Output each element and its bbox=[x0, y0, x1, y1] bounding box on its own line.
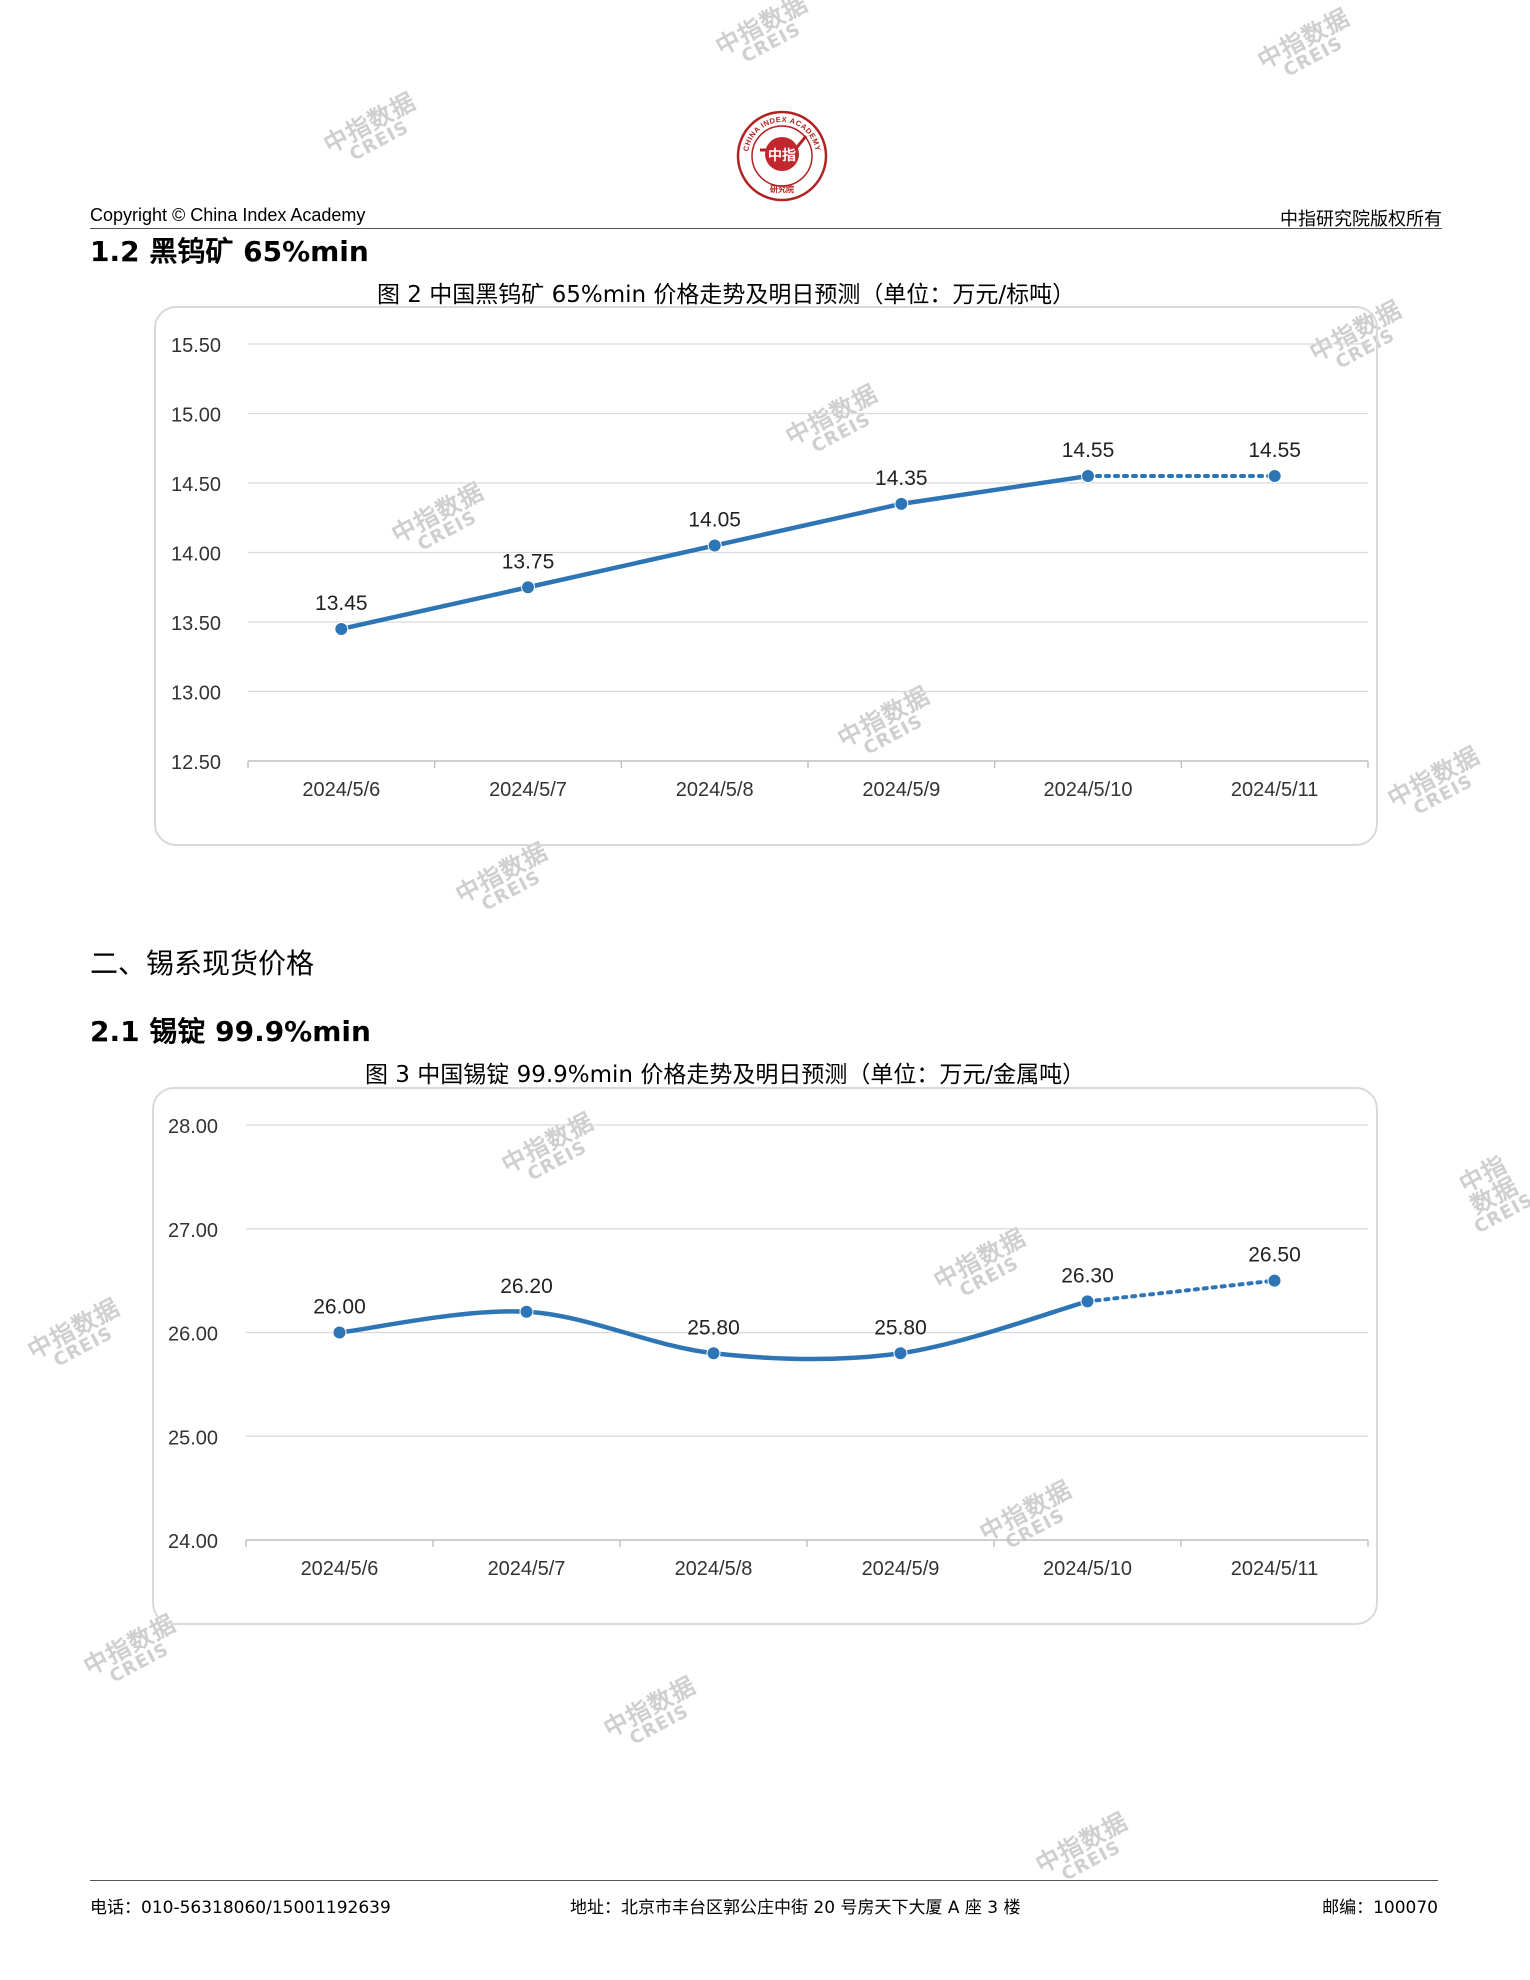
figure-3-title: 图 3 中国锡锭 99.9%min 价格走势及明日预测（单位：万元/金属吨） bbox=[365, 1062, 1086, 1088]
x-tick-label: 2024/5/9 bbox=[862, 1558, 940, 1580]
x-tick-label: 2024/5/6 bbox=[302, 779, 380, 801]
x-tick-label: 2024/5/11 bbox=[1231, 779, 1319, 801]
data-point bbox=[334, 621, 349, 636]
logo-bottom-text: 研究院 bbox=[770, 184, 794, 194]
data-point bbox=[1267, 469, 1282, 484]
section-heading-1-2: 1.2 黑钨矿 65%min bbox=[90, 235, 369, 268]
y-tick-label: 13.50 bbox=[171, 613, 221, 635]
x-tick-label: 2024/5/9 bbox=[862, 779, 940, 801]
china-index-academy-logo: CHINA INDEX ACADEMY 中指 研究院 bbox=[736, 110, 828, 202]
data-point bbox=[894, 496, 909, 511]
data-point bbox=[707, 538, 722, 553]
x-tick-label: 2024/5/7 bbox=[488, 1558, 566, 1580]
x-tick-label: 2024/5/10 bbox=[1044, 779, 1133, 801]
header-divider bbox=[90, 228, 1442, 229]
data-label: 26.50 bbox=[1248, 1244, 1301, 1267]
data-label: 25.80 bbox=[874, 1316, 927, 1339]
data-label: 14.35 bbox=[875, 467, 928, 490]
data-label: 26.00 bbox=[313, 1296, 366, 1319]
y-tick-label: 12.50 bbox=[171, 752, 221, 774]
section-heading-2: 二、锡系现货价格 bbox=[90, 947, 315, 980]
data-label: 26.20 bbox=[500, 1275, 553, 1298]
figure-2-frame bbox=[154, 306, 1378, 846]
y-tick-label: 25.00 bbox=[168, 1427, 218, 1449]
data-label: 13.45 bbox=[315, 592, 368, 615]
y-tick-label: 24.00 bbox=[168, 1531, 218, 1553]
x-tick-label: 2024/5/8 bbox=[675, 1558, 753, 1580]
footer-divider bbox=[90, 1880, 1438, 1881]
data-point bbox=[706, 1346, 721, 1361]
y-tick-label: 27.00 bbox=[168, 1220, 218, 1242]
y-tick-label: 13.00 bbox=[171, 683, 221, 705]
data-point bbox=[1081, 469, 1095, 484]
y-tick-label: 15.00 bbox=[171, 405, 221, 427]
x-tick-label: 2024/5/8 bbox=[676, 779, 754, 801]
data-label: 13.75 bbox=[502, 550, 555, 573]
y-tick-label: 15.50 bbox=[171, 335, 221, 357]
figure-3-frame bbox=[152, 1087, 1378, 1625]
x-tick-label: 2024/5/6 bbox=[301, 1558, 379, 1580]
data-label: 26.30 bbox=[1061, 1264, 1114, 1287]
series-line-forecast bbox=[1085, 1278, 1277, 1304]
y-tick-label: 26.00 bbox=[168, 1324, 218, 1346]
footer-phone: 电话：010-56318060/15001192639 bbox=[90, 1898, 391, 1918]
rights-notice: 中指研究院版权所有 bbox=[1280, 209, 1442, 230]
y-tick-label: 14.00 bbox=[171, 544, 221, 566]
data-label: 25.80 bbox=[687, 1316, 740, 1339]
x-tick-label: 2024/5/11 bbox=[1231, 1558, 1319, 1580]
footer-address: 地址：北京市丰台区郭公庄中街 20 号房天下大厦 A 座 3 楼 bbox=[570, 1898, 1021, 1918]
data-point bbox=[1080, 1294, 1095, 1309]
y-tick-label: 14.50 bbox=[171, 474, 221, 496]
data-point bbox=[332, 1325, 347, 1340]
footer-postcode: 邮编：100070 bbox=[1322, 1898, 1438, 1918]
x-tick-label: 2024/5/7 bbox=[489, 779, 567, 801]
data-label: 14.55 bbox=[1062, 439, 1115, 462]
copyright-notice: Copyright © China Index Academy bbox=[90, 205, 366, 225]
data-label: 14.55 bbox=[1248, 439, 1301, 462]
data-point bbox=[521, 580, 535, 595]
section-heading-2-1: 2.1 锡锭 99.9%min bbox=[90, 1015, 371, 1048]
x-tick-label: 2024/5/10 bbox=[1043, 1558, 1132, 1580]
data-point bbox=[893, 1346, 908, 1361]
data-label: 14.05 bbox=[688, 509, 741, 532]
figure-2-title: 图 2 中国黑钨矿 65%min 价格走势及明日预测（单位：万元/标吨） bbox=[377, 282, 1076, 308]
y-tick-label: 28.00 bbox=[168, 1116, 218, 1138]
data-point bbox=[1267, 1273, 1282, 1288]
logo-center-text: 中指 bbox=[768, 147, 796, 163]
data-point bbox=[519, 1304, 534, 1319]
